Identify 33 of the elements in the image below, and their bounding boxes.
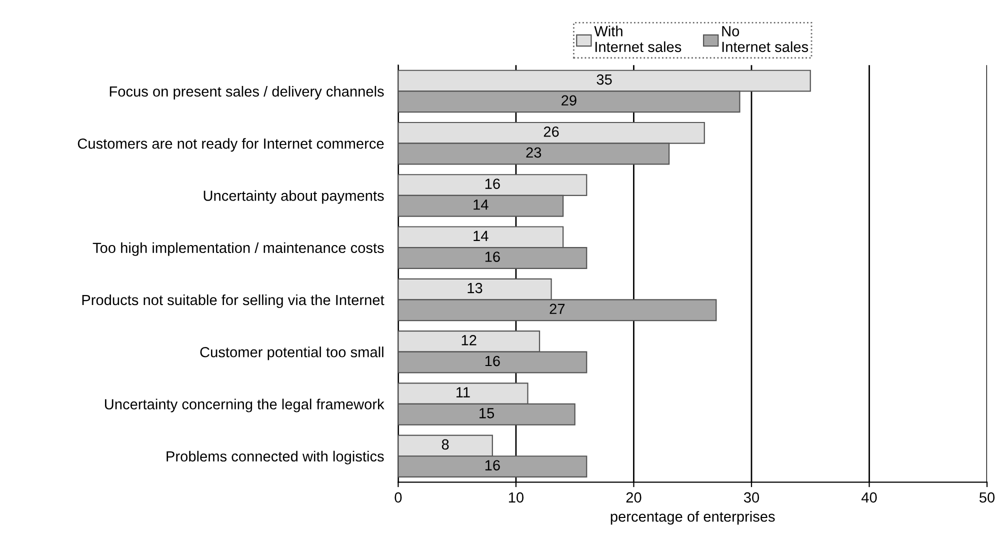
legend-label: No Internet sales (722, 26, 808, 52)
data-label: 14 (474, 200, 488, 210)
data-label: 11 (456, 387, 470, 398)
data-label: 16 (485, 178, 500, 189)
x-tick-label: 20 (626, 492, 642, 503)
y-tick-label: Uncertainty concerning the legal framework (105, 398, 384, 412)
data-label: 8 (442, 439, 449, 450)
x-tick-label: 50 (979, 492, 995, 503)
x-tick-label: 40 (861, 492, 877, 503)
x-tick-label: 10 (508, 492, 524, 503)
data-label: 16 (485, 356, 500, 366)
data-label: 23 (526, 147, 542, 158)
data-label: 16 (485, 252, 500, 262)
y-tick-label: Too high implementation / maintenance costs (92, 242, 384, 256)
data-label: 14 (474, 230, 488, 241)
data-label: 35 (596, 74, 612, 85)
data-label: 26 (544, 126, 559, 137)
data-label: 27 (550, 304, 565, 314)
data-label: 13 (468, 282, 482, 294)
data-label: 15 (480, 408, 494, 418)
x-axis-title: percentage of enterprises (610, 511, 775, 525)
legend-label: With Internet sales (594, 26, 682, 52)
x-tick-label: 30 (744, 492, 760, 503)
y-tick-label: Customers are not ready for Internet commerce (78, 138, 384, 152)
y-tick-label: Customer potential too small (200, 346, 384, 360)
y-tick-label: Problems connected with logistics (166, 450, 384, 464)
y-tick-label: Focus on present sales / delivery channels (110, 86, 384, 100)
data-label: 29 (562, 95, 576, 106)
data-label: 16 (485, 460, 500, 470)
y-tick-label: Uncertainty about payments (204, 190, 384, 204)
data-label: 12 (462, 335, 476, 346)
x-tick-label: 0 (394, 492, 402, 503)
y-tick-label: Products not suitable for selling via the Internet (82, 294, 384, 308)
